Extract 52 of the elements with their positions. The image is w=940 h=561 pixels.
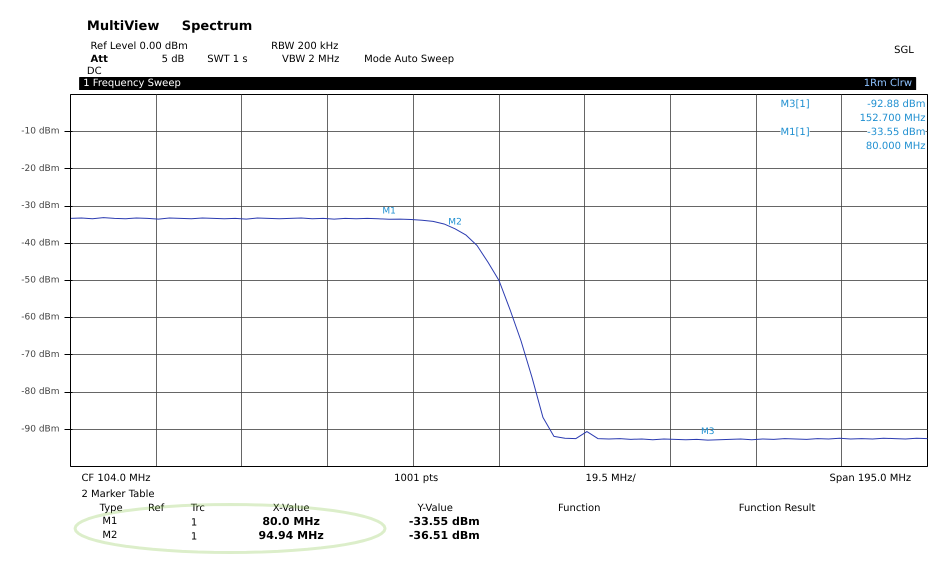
- y-tick-label: -10 dBm: [21, 126, 60, 137]
- text: -36.51 dBm: [408, 529, 480, 542]
- text: Ref Level 0.00 dBm: [90, 41, 188, 52]
- text: Y-Value: [416, 503, 453, 514]
- text: 1Rm Clrw: [864, 78, 912, 89]
- text: 1001 pts: [394, 473, 438, 484]
- text: -33.55 dBm: [408, 515, 480, 528]
- line-series: [70, 217, 928, 441]
- annotation: M2: [448, 217, 462, 228]
- y-tick-label: -90 dBm: [21, 424, 60, 434]
- text: 80.0 MHz: [262, 515, 320, 528]
- text: 2 Marker Table: [81, 489, 155, 500]
- text: Spectrum: [182, 19, 252, 34]
- text: 5 dB: [162, 54, 185, 65]
- text: Ref: [148, 503, 165, 514]
- annotation: -33.55 dBm: [867, 127, 926, 138]
- text: MultiView: [86, 19, 160, 34]
- text: Mode Auto Sweep: [364, 54, 454, 65]
- text: VBW 2 MHz: [282, 54, 340, 65]
- chart-title: 1 Frequency Sweep: [83, 78, 181, 89]
- text: SGL: [894, 45, 914, 56]
- y-tick-label: -60 dBm: [21, 312, 60, 323]
- text: M2: [102, 530, 118, 541]
- text: SWT 1 s: [207, 54, 248, 65]
- text: RBW 200 kHz: [271, 41, 338, 52]
- text: 1: [190, 532, 198, 542]
- text: Trc: [190, 503, 205, 514]
- y-tick-label: -40 dBm: [21, 238, 60, 248]
- text: DC: [86, 66, 102, 77]
- text: 94.94 MHz: [258, 529, 324, 542]
- annotation: 80.000 MHz: [866, 141, 926, 152]
- y-tick-label: -50 dBm: [21, 276, 60, 286]
- annotation: M1[1]: [780, 127, 810, 138]
- text: Function Result: [738, 503, 816, 514]
- y-tick-label: -20 dBm: [21, 164, 60, 174]
- annotation: M3[1]: [780, 99, 810, 110]
- text: M1: [102, 516, 118, 527]
- text: X-Value: [272, 503, 310, 514]
- text: 1: [190, 518, 198, 528]
- text: Att: [90, 54, 108, 65]
- annotation: M3: [701, 427, 715, 438]
- y-tick-label: -30 dBm: [21, 201, 60, 212]
- text: 19.5 MHz/: [586, 473, 636, 484]
- annotation: -92.88 dBm: [867, 99, 926, 110]
- text: Span 195.0 MHz: [830, 473, 912, 484]
- text: Function: [558, 503, 601, 514]
- y-tick-label: -80 dBm: [21, 387, 60, 398]
- text: Type: [98, 503, 123, 514]
- y-tick-label: -70 dBm: [21, 350, 60, 360]
- annotation: M1: [382, 206, 396, 216]
- text: CF 104.0 MHz: [81, 473, 151, 484]
- annotation: 152.700 MHz: [860, 113, 926, 124]
